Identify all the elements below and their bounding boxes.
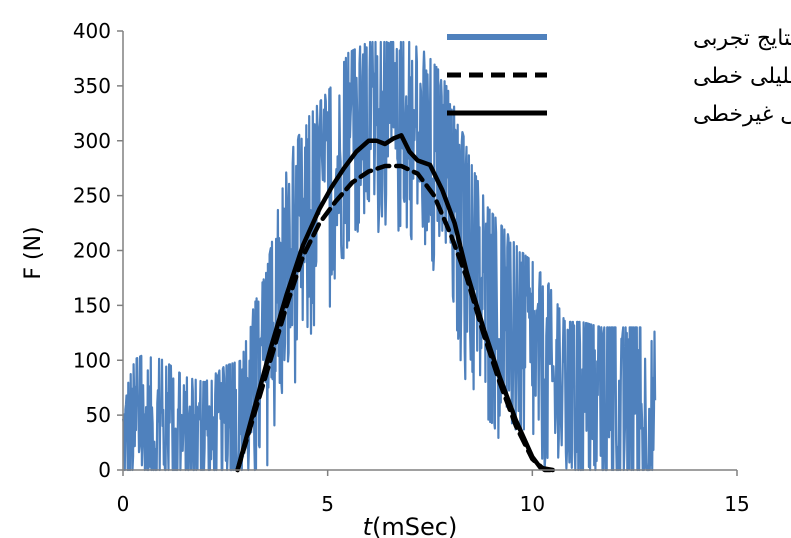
series-nonlinear-line — [235, 133, 556, 473]
legend-label: نتایج تجربی — [693, 26, 791, 51]
y-tick-label: 50 — [86, 403, 111, 427]
x-axis-label-unit: (mSec) — [372, 513, 457, 538]
legend-label: نتایج تحلیلی غیرخطی — [693, 102, 791, 127]
y-tick-label: 150 — [73, 293, 111, 317]
x-tick-label: 0 — [117, 492, 130, 516]
legend-label: نتایج تحلیلی خطی — [693, 64, 791, 89]
x-tick-label: 10 — [520, 492, 545, 516]
x-tick-label: 5 — [321, 492, 334, 516]
legend: نتایج تجربی نتایج تحلیلی خطی نتایج تحلیلی … — [447, 26, 791, 127]
series-experimental-line — [121, 40, 657, 472]
y-tick-label: 200 — [73, 239, 111, 263]
x-axis-label-variable: t — [363, 513, 374, 538]
y-tick-label: 300 — [73, 129, 111, 153]
x-tick-label: 15 — [724, 492, 749, 516]
y-tick-label: 0 — [98, 458, 111, 482]
y-tick-label: 250 — [73, 184, 111, 208]
y-tick-label: 350 — [73, 74, 111, 98]
x-axis-label: t(mSec) — [363, 513, 458, 538]
y-tick-label: 100 — [73, 348, 111, 372]
plot-area — [121, 40, 657, 473]
y-axis-label: F (N) — [21, 226, 46, 279]
axes: 0 50 100 150 200 250 300 350 400 0 5 10 15 — [73, 19, 750, 516]
y-tick-label: 400 — [73, 19, 111, 43]
